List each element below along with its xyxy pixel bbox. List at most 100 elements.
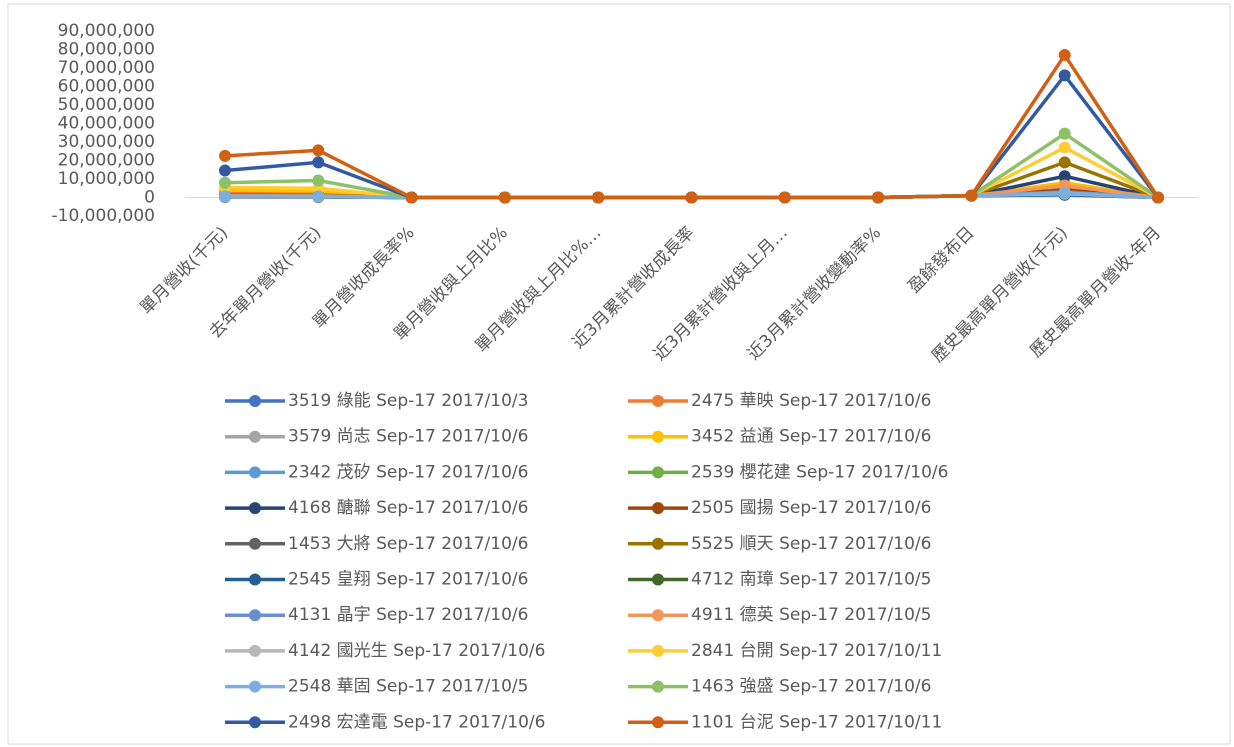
legend-label: 4142 國光生 Sep-17 2017/10/6 bbox=[288, 641, 545, 661]
data-point bbox=[498, 191, 511, 204]
legend-label: 4911 德英 Sep-17 2017/10/5 bbox=[691, 605, 931, 625]
legend-label: 4131 晶宇 Sep-17 2017/10/6 bbox=[288, 605, 528, 625]
legend-marker bbox=[249, 680, 261, 693]
data-point bbox=[1058, 141, 1071, 154]
data-point bbox=[219, 164, 231, 177]
legend-label: 2475 華映 Sep-17 2017/10/6 bbox=[691, 391, 931, 411]
legend-label: 2342 茂矽 Sep-17 2017/10/6 bbox=[288, 462, 528, 482]
legend-item: 3519 綠能 Sep-17 2017/10/3 bbox=[225, 391, 528, 411]
data-point bbox=[685, 191, 698, 204]
legend-item: 1453 大將 Sep-17 2017/10/6 bbox=[225, 534, 528, 554]
y-tick-label: 90,000,000 bbox=[58, 21, 155, 41]
legend-marker bbox=[652, 573, 664, 586]
x-tick-label: 單月營收成長率% bbox=[309, 223, 419, 333]
x-tick-label: 盈餘發布日 bbox=[904, 223, 978, 297]
legend-item: 2505 國揚 Sep-17 2017/10/6 bbox=[628, 498, 931, 518]
data-point bbox=[1058, 69, 1071, 82]
legend-label: 5525 順天 Sep-17 2017/10/6 bbox=[691, 534, 931, 554]
legend-label: 2545 皇翔 Sep-17 2017/10/6 bbox=[288, 570, 528, 590]
data-point bbox=[219, 149, 231, 162]
x-tick-label: 單月營收(千元) bbox=[136, 223, 232, 319]
y-tick-label: 40,000,000 bbox=[58, 114, 155, 134]
data-point bbox=[872, 191, 885, 204]
data-point bbox=[1058, 170, 1071, 183]
data-point bbox=[1058, 186, 1071, 199]
data-point bbox=[965, 189, 978, 202]
legend-item: 1101 台泥 Sep-17 2017/10/11 bbox=[628, 712, 942, 732]
legend-label: 2841 台開 Sep-17 2017/10/11 bbox=[691, 641, 942, 661]
legend-item: 4911 德英 Sep-17 2017/10/5 bbox=[628, 605, 931, 625]
legend-item: 4168 醣聯 Sep-17 2017/10/6 bbox=[225, 498, 528, 518]
legend-label: 4168 醣聯 Sep-17 2017/10/6 bbox=[288, 498, 528, 518]
y-tick-label: 0 bbox=[144, 188, 155, 208]
legend-marker bbox=[652, 502, 664, 515]
legend-label: 3579 尚志 Sep-17 2017/10/6 bbox=[288, 427, 528, 447]
legend-marker bbox=[249, 466, 261, 479]
legend-marker bbox=[249, 609, 261, 622]
legend-label: 1101 台泥 Sep-17 2017/10/11 bbox=[691, 712, 942, 732]
legend-marker bbox=[652, 395, 664, 407]
legend-marker bbox=[249, 395, 261, 407]
legend-label: 2539 櫻花建 Sep-17 2017/10/6 bbox=[691, 461, 948, 482]
data-point bbox=[312, 174, 325, 187]
y-tick-label: 20,000,000 bbox=[58, 151, 155, 171]
legend-marker bbox=[652, 430, 664, 443]
legend-marker bbox=[249, 573, 261, 586]
legend-marker bbox=[249, 430, 261, 443]
legend-item: 2841 台開 Sep-17 2017/10/11 bbox=[628, 641, 942, 661]
legend-marker bbox=[249, 502, 261, 515]
y-tick-label: 70,000,000 bbox=[58, 58, 155, 78]
legend-item: 2539 櫻花建 Sep-17 2017/10/6 bbox=[628, 461, 948, 482]
y-tick-label: 30,000,000 bbox=[58, 132, 155, 152]
legend-item: 1463 強盛 Sep-17 2017/10/6 bbox=[628, 677, 931, 697]
legend-item: 3579 尚志 Sep-17 2017/10/6 bbox=[225, 427, 528, 447]
legend-marker bbox=[652, 680, 664, 693]
data-point bbox=[1058, 156, 1071, 169]
data-point bbox=[592, 191, 605, 204]
legend-item: 4712 南璋 Sep-17 2017/10/5 bbox=[628, 570, 931, 590]
legend-label: 4712 南璋 Sep-17 2017/10/5 bbox=[691, 570, 931, 590]
data-point bbox=[1152, 191, 1164, 204]
legend-marker bbox=[249, 644, 261, 657]
legend-label: 3452 益通 Sep-17 2017/10/6 bbox=[691, 427, 931, 447]
legend-item: 2475 華映 Sep-17 2017/10/6 bbox=[628, 391, 931, 411]
chart-frame bbox=[7, 3, 1231, 745]
legend-label: 3519 綠能 Sep-17 2017/10/3 bbox=[288, 391, 528, 411]
legend-marker bbox=[249, 537, 261, 550]
series-line bbox=[224, 53, 1160, 200]
data-point bbox=[312, 156, 325, 169]
data-point bbox=[778, 191, 791, 204]
legend-item: 5525 順天 Sep-17 2017/10/6 bbox=[628, 534, 931, 554]
data-point bbox=[1058, 127, 1071, 140]
data-point bbox=[312, 144, 325, 157]
legend-label: 2548 華固 Sep-17 2017/10/5 bbox=[288, 677, 528, 697]
data-point bbox=[1058, 49, 1071, 62]
legend-item: 3452 益通 Sep-17 2017/10/6 bbox=[628, 427, 931, 447]
legend-marker bbox=[249, 716, 261, 729]
legend-item: 4142 國光生 Sep-17 2017/10/6 bbox=[225, 641, 545, 661]
y-tick-label: 60,000,000 bbox=[58, 77, 155, 97]
data-point bbox=[219, 176, 231, 189]
y-tick-label: 80,000,000 bbox=[58, 40, 155, 60]
data-point bbox=[312, 190, 325, 203]
data-point bbox=[219, 190, 231, 203]
legend-marker bbox=[652, 716, 664, 729]
legend-item: 2548 華固 Sep-17 2017/10/5 bbox=[225, 677, 528, 697]
legend-item: 2342 茂矽 Sep-17 2017/10/6 bbox=[225, 462, 528, 482]
data-point bbox=[405, 191, 418, 204]
legend-label: 2498 宏達電 Sep-17 2017/10/6 bbox=[288, 712, 545, 732]
legend-item: 2498 宏達電 Sep-17 2017/10/6 bbox=[225, 712, 545, 732]
legend-marker bbox=[652, 466, 664, 479]
legend-label: 1453 大將 Sep-17 2017/10/6 bbox=[288, 534, 528, 554]
legend-marker bbox=[652, 644, 664, 657]
legend-label: 2505 國揚 Sep-17 2017/10/6 bbox=[691, 498, 931, 518]
y-tick-label: -10,000,000 bbox=[52, 206, 155, 226]
y-tick-label: 10,000,000 bbox=[58, 169, 155, 189]
legend-item: 4131 晶宇 Sep-17 2017/10/6 bbox=[225, 605, 528, 625]
y-tick-label: 50,000,000 bbox=[58, 95, 155, 115]
legend-label: 1463 強盛 Sep-17 2017/10/6 bbox=[691, 677, 931, 697]
legend-item: 2545 皇翔 Sep-17 2017/10/6 bbox=[225, 570, 528, 590]
legend-marker bbox=[652, 609, 664, 622]
legend-marker bbox=[652, 537, 664, 550]
